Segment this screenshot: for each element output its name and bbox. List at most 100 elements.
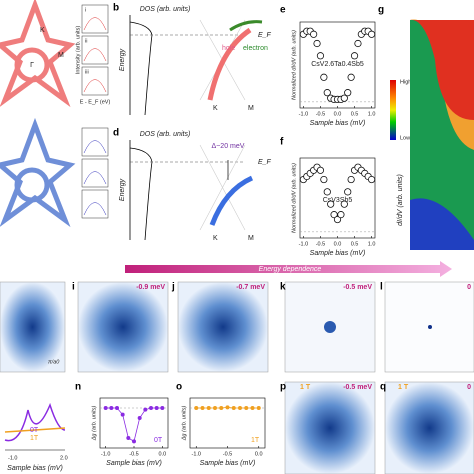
x-axis-label: Sample bias (mV) <box>310 250 366 257</box>
x-tick-label: -0.5 <box>316 111 325 117</box>
data-point <box>333 215 342 224</box>
label: iii <box>85 69 89 75</box>
data-point <box>367 175 376 184</box>
axis-label: dI/dV (arb. units) <box>397 174 404 226</box>
panel-label: j <box>171 282 175 293</box>
label: 1 T <box>300 384 311 391</box>
label: Low <box>400 135 410 141</box>
data-point <box>200 405 205 410</box>
axis-label: DOS (arb. units) <box>140 6 191 13</box>
data-point <box>344 188 352 196</box>
data-point <box>330 211 338 219</box>
data-point <box>256 405 261 410</box>
y-axis-label: Normalized dI/dV (arb. units) <box>291 163 297 233</box>
data-point <box>327 200 335 208</box>
panel-label: o <box>176 382 182 393</box>
data-point <box>340 200 348 208</box>
label: E_F <box>258 159 272 166</box>
x-tick-label: -0.5 <box>129 451 138 457</box>
data-point <box>354 39 362 48</box>
tick-label: -1.0 <box>8 455 17 461</box>
data-point <box>316 52 325 60</box>
label: ii <box>85 38 87 44</box>
data-point <box>143 407 148 412</box>
legend: 1T <box>30 435 39 442</box>
label: 1 T <box>398 384 409 391</box>
data-point <box>120 412 125 417</box>
panel-label: f <box>280 137 284 148</box>
label: -0.5 meV <box>343 284 372 291</box>
data-point <box>160 405 165 410</box>
label: M <box>58 52 64 59</box>
data-point <box>340 94 348 102</box>
y-axis-label: Δg (arb. units) <box>181 406 187 442</box>
label: -0.9 meV <box>136 284 165 291</box>
panel-label: n <box>75 382 81 393</box>
kagome-blue <box>0 117 76 228</box>
label: Δ~20 meV <box>212 143 245 150</box>
x-tick-label: -1.0 <box>101 451 110 457</box>
band-sketch <box>129 15 263 116</box>
data-point <box>154 405 159 410</box>
panel-label: p <box>280 382 286 393</box>
data-point <box>206 405 211 410</box>
data-point <box>313 39 321 48</box>
label: -0.5 meV <box>343 384 372 391</box>
x-tick-label: 0.0 <box>255 451 263 457</box>
panel-label: d <box>113 128 119 139</box>
y-axis-label: Δg (arb. units) <box>91 406 97 442</box>
x-tick-label: 1.0 <box>368 241 376 247</box>
panel-label: q <box>380 382 386 393</box>
kagome-red <box>0 0 76 108</box>
data-point <box>103 405 108 410</box>
data-point <box>219 405 224 410</box>
axis-label: Energy <box>119 178 126 201</box>
data-point <box>148 405 153 410</box>
x-tick-label: 0.0 <box>334 111 342 117</box>
band-sketch <box>129 140 254 241</box>
chart-title: CsV3Sb5 <box>323 197 353 204</box>
label: K <box>213 105 218 112</box>
x-tick-label: -0.5 <box>223 451 232 457</box>
x-tick-label: -0.5 <box>316 241 325 247</box>
x-tick-label: 1.0 <box>368 111 376 117</box>
data-point <box>212 405 217 410</box>
arpes-spectra <box>81 4 109 219</box>
data-point <box>367 30 376 38</box>
data-point <box>250 405 255 410</box>
data-point <box>194 405 199 410</box>
chart-title: CsV2.6Ta0.4Sb5 <box>311 61 364 68</box>
x-tick-label: -1.0 <box>299 241 308 247</box>
waterfall <box>410 19 474 250</box>
data-point <box>350 52 359 60</box>
x-tick-label: 0.0 <box>159 451 167 457</box>
data-point <box>323 188 331 196</box>
data-point <box>244 405 249 410</box>
data-point <box>131 439 136 444</box>
data-point <box>115 405 120 410</box>
label: -0.7 meV <box>236 284 265 291</box>
axis-label: Energy <box>119 48 126 71</box>
panel-label: i <box>72 282 75 293</box>
axis-label: DOS (arb. units) <box>140 131 191 138</box>
tick-label: 2.0 <box>60 455 68 461</box>
panel-label: b <box>113 3 119 14</box>
data-point <box>137 415 142 420</box>
label: 0 <box>467 384 471 391</box>
x-axis-label: Sample bias (mV) <box>106 460 162 467</box>
data-point <box>320 175 328 184</box>
legend: 1T <box>251 437 260 444</box>
data-point <box>320 73 328 81</box>
panel-m <box>4 402 66 451</box>
colorbar <box>390 80 396 140</box>
label: K <box>213 235 218 242</box>
x-tick-label: 0.5 <box>351 241 359 247</box>
x-tick-label: -1.0 <box>299 111 308 117</box>
label: electron <box>243 45 268 52</box>
label: M <box>248 235 254 242</box>
data-point <box>109 405 114 410</box>
label: hole <box>222 45 235 52</box>
label: Energy dependence <box>259 266 322 273</box>
data-point <box>316 166 325 174</box>
data-point <box>231 405 236 410</box>
